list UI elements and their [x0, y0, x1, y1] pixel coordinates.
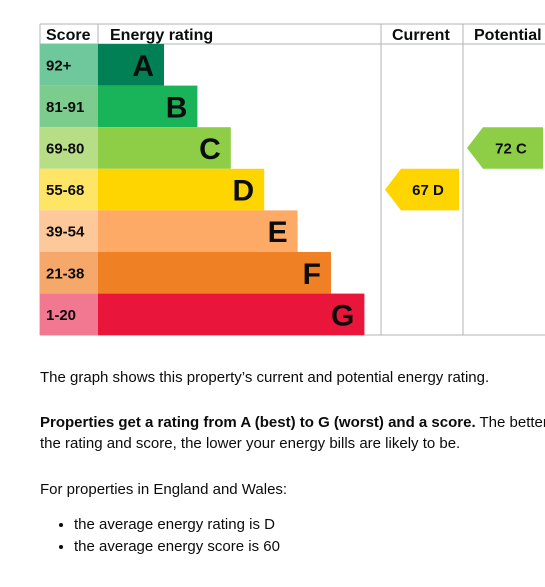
- rating-letter-f: F: [303, 258, 321, 291]
- list-item-average-score: the average energy score is 60: [74, 536, 280, 558]
- averages-list: the average energy rating is D the avera…: [52, 514, 280, 558]
- rating-bands: 92+ A 81-91 B 69-80 C 55-68 D 39-54 E 21-38 F 1-20 G: [40, 44, 365, 336]
- rating-letter-a: A: [132, 50, 154, 83]
- header-potential: Potential: [474, 27, 542, 44]
- graph-description: The graph shows this property’s current …: [40, 369, 490, 386]
- list-item-average-rating: the average energy rating is D: [74, 514, 280, 536]
- rating-letter-e: E: [268, 216, 288, 249]
- score-cell-d: [40, 168, 98, 211]
- header-energy-rating: Energy rating: [110, 27, 213, 44]
- score-label-a: 92+: [46, 57, 72, 74]
- rating-bar-g: [98, 293, 365, 336]
- rating-letter-d: D: [233, 175, 255, 208]
- rating-letter-c: C: [199, 133, 221, 166]
- rating-explanation-rest: The better the rating and score, the low…: [40, 414, 545, 452]
- current-rating-arrow: [385, 168, 459, 211]
- score-cell-f: [40, 252, 98, 294]
- score-label-c: 69-80: [46, 141, 84, 158]
- potential-rating-arrow: [467, 127, 543, 169]
- rating-markers: 67 D 72 C: [385, 127, 543, 211]
- chart-headers: Score Energy rating Current Potential: [46, 27, 542, 44]
- averages-intro: For properties in England and Wales:: [40, 481, 288, 498]
- score-cell-a: [40, 44, 98, 86]
- rating-bar-b: [98, 85, 198, 128]
- rating-letter-g: G: [331, 299, 354, 332]
- score-label-e: 39-54: [46, 224, 85, 241]
- header-current: Current: [392, 27, 450, 44]
- header-score: Score: [46, 27, 91, 44]
- score-label-b: 81-91: [46, 99, 84, 116]
- score-label-g: 1-20: [46, 307, 76, 324]
- rating-explanation-bold: Properties get a rating from A (best) to…: [40, 414, 476, 431]
- rating-bar-e: [98, 210, 298, 252]
- score-cell-c: [40, 127, 98, 169]
- rating-bar-c: [98, 127, 231, 169]
- rating-bar-a: [98, 44, 164, 86]
- score-label-d: 55-68: [46, 182, 84, 199]
- rating-letter-b: B: [166, 91, 188, 124]
- rating-bar-f: [98, 252, 331, 294]
- score-label-f: 21-38: [46, 265, 84, 282]
- epc-chart: Score Energy rating Current Potential 92…: [39, 23, 545, 336]
- rating-bar-d: [98, 168, 265, 211]
- current-rating-label: 67 D: [412, 182, 444, 199]
- potential-rating-label: 72 C: [495, 141, 527, 158]
- rating-explanation: Properties get a rating from A (best) to…: [40, 412, 545, 454]
- score-cell-b: [40, 85, 98, 128]
- score-cell-e: [40, 210, 98, 252]
- score-cell-g: [40, 293, 98, 336]
